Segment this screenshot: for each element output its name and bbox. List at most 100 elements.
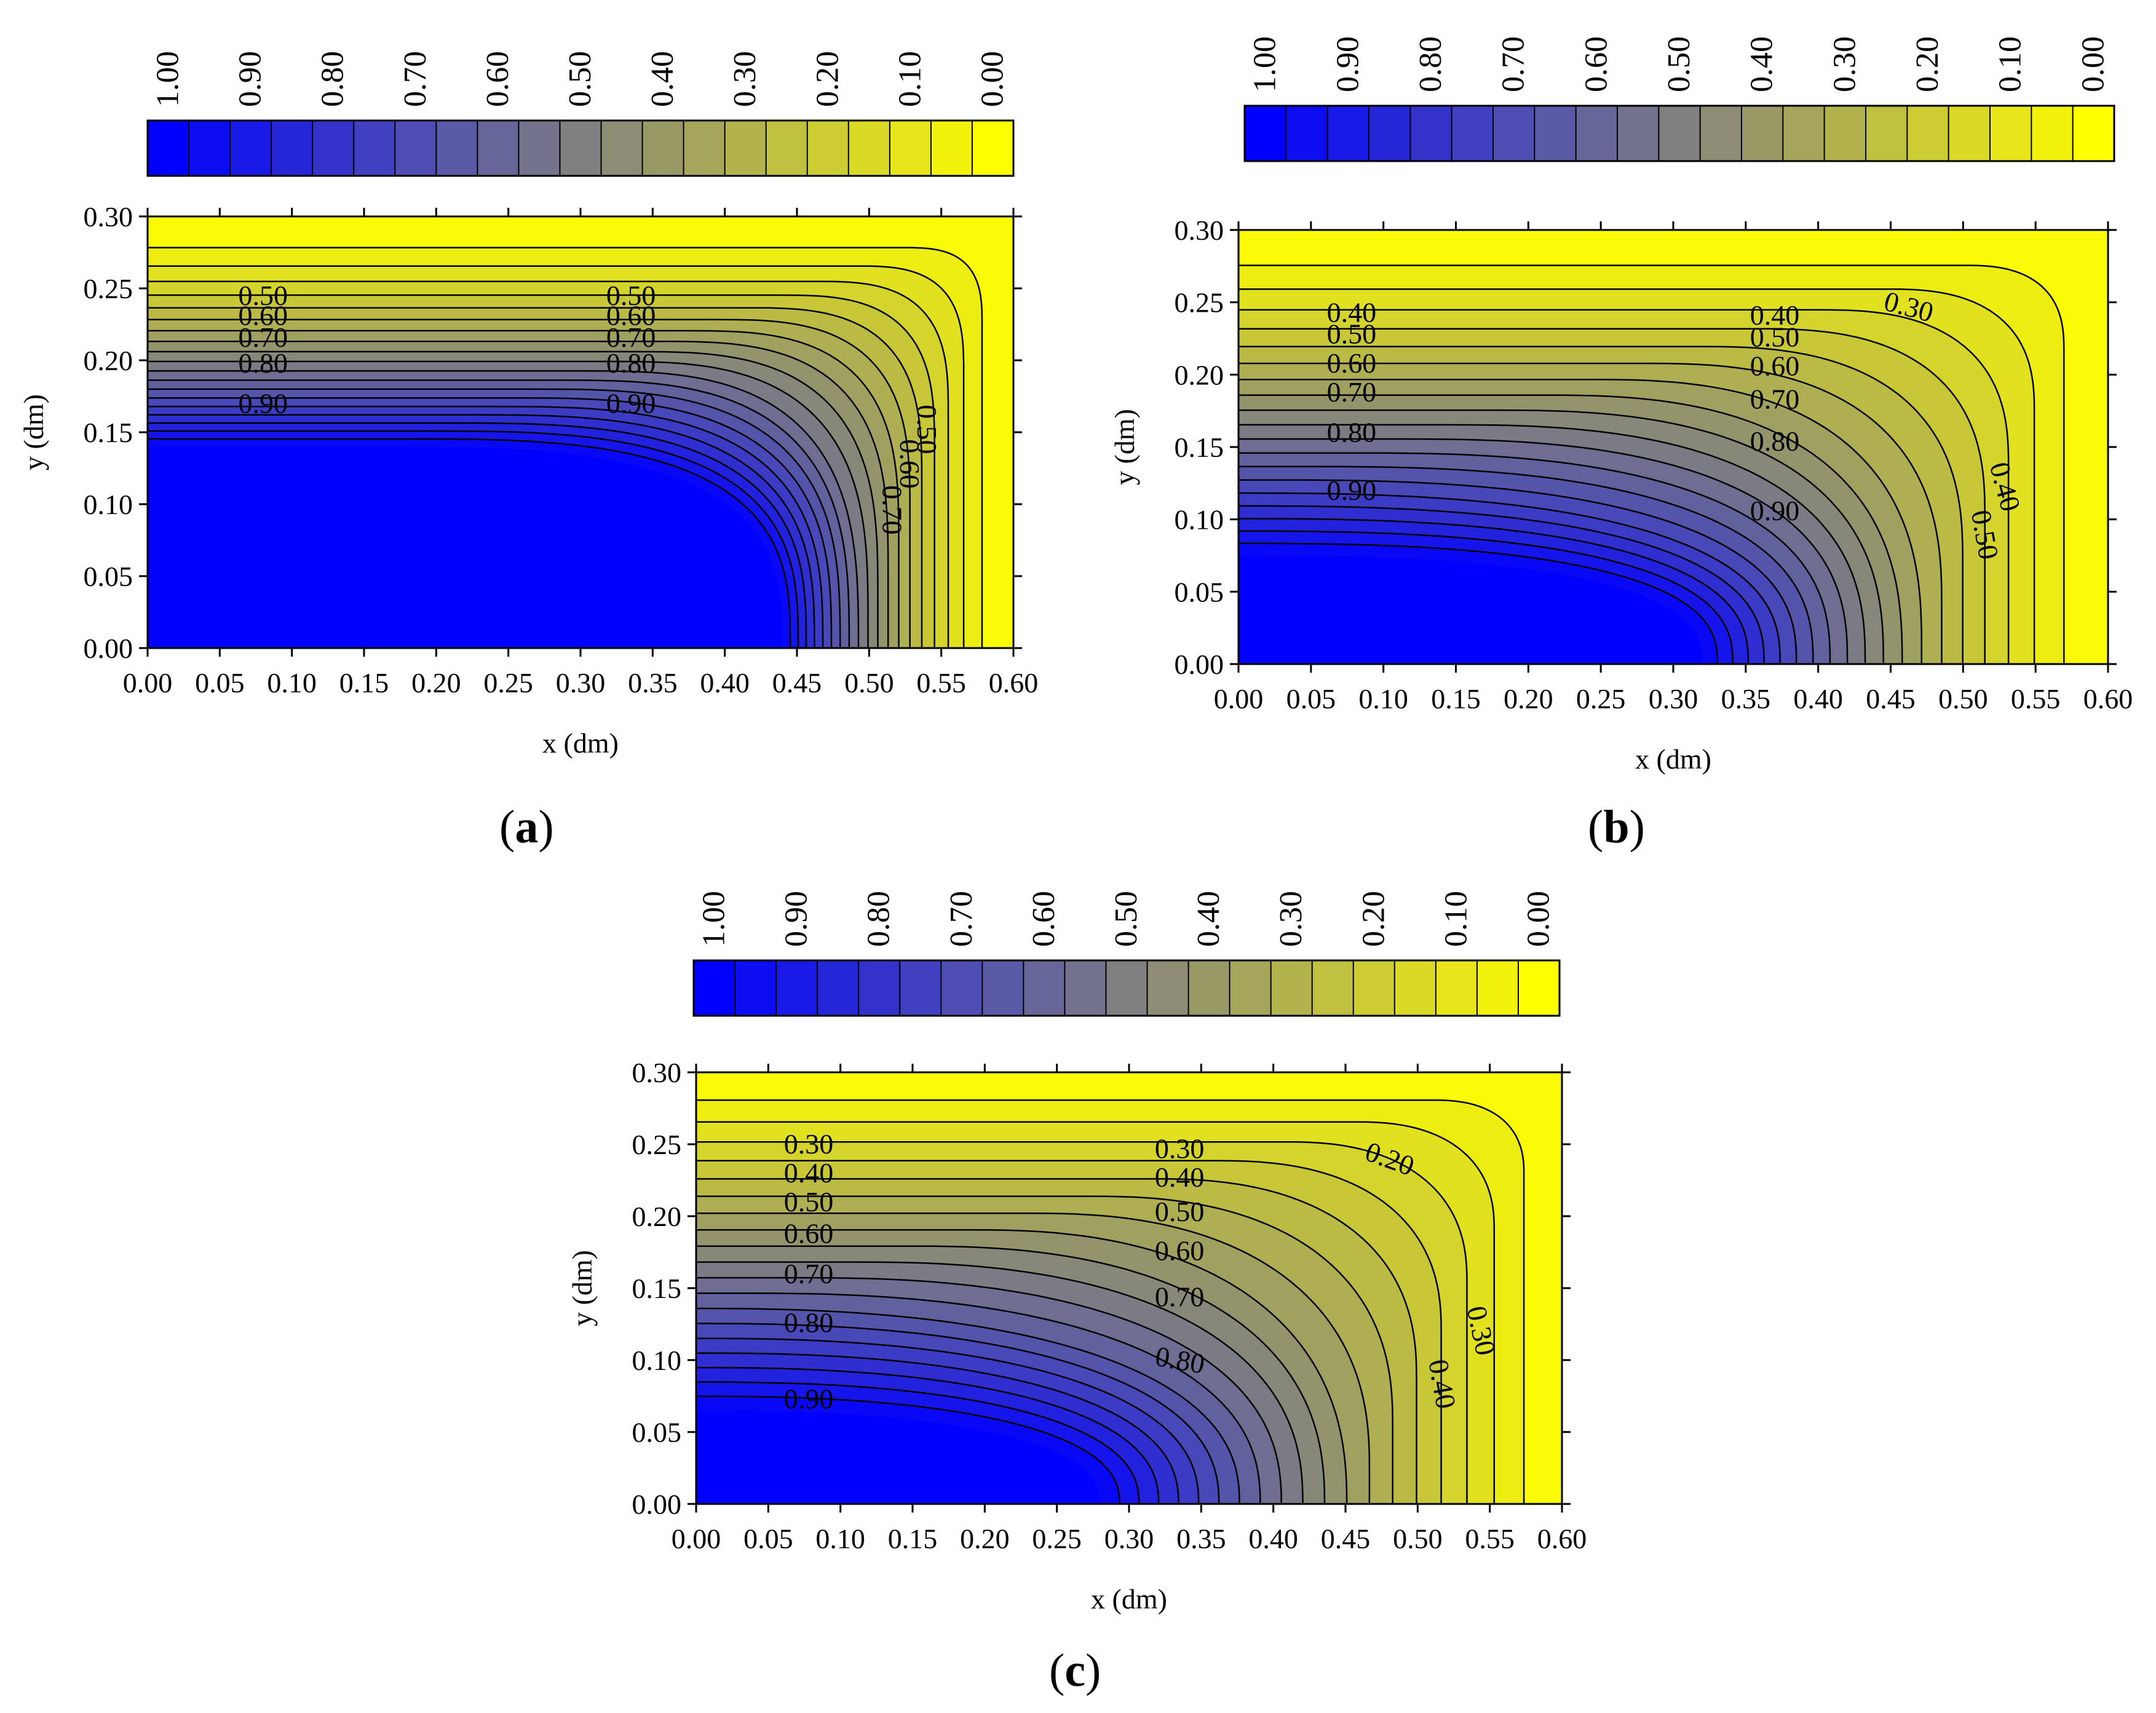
chart-panel-c: 1.00 0.90 0.80 0.70 0.60 0.50 0.40 0.30 0.20 0.10…	[566, 891, 1587, 1615]
colorbar-a: 1.00 0.90 0.80 0.70 0.60 0.50 0.40 0.30 0.20 0.10…	[146, 51, 1015, 177]
colorbar-swatch	[1368, 105, 1411, 162]
colorbar-swatch	[559, 120, 603, 176]
contour-line	[148, 294, 935, 648]
colorbar-swatch	[353, 120, 396, 176]
colorbar-swatch	[1352, 960, 1396, 1016]
colorbar-swatch	[724, 120, 767, 176]
x-tick-label: 0.30	[556, 667, 606, 698]
x-tick-label: 0.55	[2011, 683, 2061, 714]
colorbar-swatch	[1534, 105, 1577, 162]
chart-panel-a: 1.00 0.90 0.80 0.70 0.60 0.50 0.40 0.30 0.20 0.10…	[18, 51, 1038, 759]
contour-label: 0.50	[1155, 1196, 1205, 1227]
colorbar-tick-label: 0.30	[1274, 891, 1309, 947]
contour-line	[148, 414, 815, 648]
colorbar-tick-label: 0.70	[944, 891, 979, 947]
contour-label: 0.50	[1750, 321, 1800, 352]
contour-line	[148, 370, 860, 648]
contour-lines-b	[1239, 264, 2065, 664]
colorbar-tick-label: 0.90	[1330, 36, 1365, 92]
contour-label: 0.70	[784, 1258, 834, 1289]
x-tick-label: 0.50	[844, 667, 894, 698]
contour-line	[1239, 346, 1964, 664]
colorbar-swatch	[1393, 960, 1437, 1016]
x-tick-label: 0.15	[888, 1523, 938, 1554]
x-axis-label: x (dm)	[1635, 743, 1711, 775]
colorbar-swatch	[1311, 960, 1355, 1016]
y-axis-label: y (dm)	[1109, 409, 1140, 485]
colorbar-swatch	[435, 120, 478, 176]
y-tick-label: 0.25	[632, 1129, 682, 1160]
x-tick-label: 0.30	[1649, 683, 1698, 714]
contour-line	[148, 265, 965, 648]
contour-label: 0.60	[1155, 1235, 1205, 1266]
contour-band	[148, 446, 783, 648]
contour-line	[1239, 309, 2010, 664]
colorbar-swatch	[1782, 105, 1826, 162]
x-axis-label: x (dm)	[542, 727, 619, 759]
contour-line	[696, 1276, 1282, 1504]
x-tick-label: 0.05	[1286, 683, 1336, 714]
chart-panel-b: 1.00 0.90 0.80 0.70 0.60 0.50 0.40 0.30 0.20 0.10…	[1109, 36, 2133, 775]
colorbar-swatch	[1989, 105, 2032, 162]
colorbar-swatch	[229, 120, 272, 176]
contour-label: 0.60	[1327, 347, 1377, 379]
y-tick-label: 0.05	[84, 561, 133, 592]
colorbar-tick-label: 0.10	[1438, 891, 1473, 947]
x-tick-label: 0.35	[628, 667, 678, 698]
contour-label: 0.30	[784, 1128, 834, 1160]
colorbar-swatch	[971, 120, 1015, 176]
colorbar-swatch	[847, 120, 891, 176]
contour-line	[696, 1213, 1371, 1504]
x-tick-label: 0.35	[1721, 683, 1771, 714]
x-tick-label: 0.35	[1176, 1523, 1226, 1554]
y-tick-label: 0.00	[84, 633, 133, 664]
colorbar-tick-label: 0.30	[1827, 36, 1862, 92]
contour-line	[1239, 394, 1903, 664]
y-tick-label: 0.30	[1175, 215, 1224, 246]
x-tick-label: 0.50	[1938, 683, 1988, 714]
x-tick-label: 0.10	[1358, 683, 1408, 714]
y-tick-label: 0.25	[84, 273, 133, 304]
contour-label: 0.80	[1750, 425, 1800, 457]
colorbar-swatch	[1865, 105, 1908, 162]
x-tick-label: 0.20	[1504, 683, 1553, 714]
colorbar-tick-label: 0.60	[480, 51, 515, 107]
contour-line	[148, 360, 869, 648]
contour-line	[1239, 542, 1718, 664]
x-tick-label: 0.20	[411, 667, 461, 698]
contour-line	[1239, 438, 1849, 664]
contour-label: 0.30	[1155, 1133, 1205, 1164]
x-tick-label: 0.40	[1248, 1523, 1298, 1554]
contour-line	[696, 1366, 1160, 1504]
contour-line	[696, 1292, 1261, 1504]
contour-label: 0.80	[606, 347, 656, 379]
contour-line	[696, 1323, 1220, 1504]
y-tick-label: 0.10	[84, 489, 133, 520]
colorbar-frame	[146, 119, 1015, 177]
colorbar-tick-label: 0.30	[727, 51, 763, 107]
colorbar-swatch	[1409, 105, 1453, 162]
panel-label-a: (a)	[499, 801, 554, 853]
contour-label: 0.50	[238, 280, 288, 311]
contour-line	[1239, 452, 1831, 664]
x-tick-label: 0.50	[1393, 1523, 1443, 1554]
colorbar-swatch	[930, 120, 973, 176]
colorbar-tick-label: 0.90	[779, 891, 814, 947]
colorbar-tick-label: 0.20	[810, 51, 845, 107]
colorbar-swatch	[1229, 960, 1272, 1016]
contour-label: 0.60	[894, 439, 925, 489]
colorbar-tick-label: 0.60	[1579, 36, 1614, 92]
contour-line	[696, 1141, 1468, 1504]
x-tick-label: 0.40	[1793, 683, 1843, 714]
contour-line	[1239, 518, 1750, 664]
y-tick-label: 0.30	[84, 201, 133, 232]
y-axis-label: y (dm)	[18, 394, 49, 470]
contour-line	[148, 280, 949, 648]
contour-line	[148, 388, 841, 648]
colorbar-swatch	[889, 120, 932, 176]
contour-line	[696, 1337, 1200, 1504]
contour-label: 0.50	[606, 280, 656, 311]
colorbar-tick-label: 0.10	[1993, 36, 2028, 92]
colorbar-tick-label: 0.50	[1109, 891, 1144, 947]
colorbar-tick-label: 0.80	[862, 891, 897, 947]
